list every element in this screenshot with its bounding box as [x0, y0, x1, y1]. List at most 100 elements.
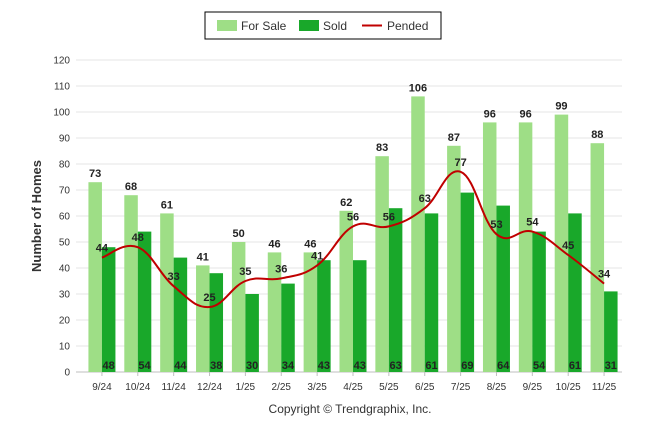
y-tick-label: 100: [53, 108, 70, 119]
x-tick-label: 3/25: [307, 382, 327, 393]
bar-sold: [424, 213, 439, 372]
label-sold: 63: [389, 360, 401, 372]
y-tick-label: 50: [59, 238, 71, 249]
label-pended: 45: [562, 240, 574, 252]
x-tick-label: 7/25: [451, 382, 471, 393]
label-sold: 69: [461, 360, 473, 372]
bar-for-sale: [482, 122, 497, 373]
label-sold: 43: [354, 360, 366, 372]
label-pended: 48: [132, 232, 144, 244]
label-sold: 64: [497, 360, 510, 372]
label-sold: 44: [174, 360, 187, 372]
label-pended: 41: [311, 250, 323, 262]
x-tick-label: 10/24: [125, 382, 150, 393]
label-sold: 43: [318, 360, 330, 372]
x-tick-label: 1/25: [236, 382, 256, 393]
y-tick-label: 30: [59, 290, 71, 301]
label-for-sale: 61: [161, 199, 173, 211]
label-pended: 53: [490, 219, 502, 231]
label-for-sale: 46: [268, 238, 280, 250]
label-for-sale: 87: [448, 132, 460, 144]
x-tick-label: 5/25: [379, 382, 399, 393]
y-tick-label: 80: [59, 160, 71, 171]
label-for-sale: 99: [555, 101, 567, 113]
bar-sold: [281, 283, 295, 372]
label-pended: 25: [203, 292, 215, 304]
label-pended: 77: [454, 157, 466, 169]
y-tick-label: 120: [53, 56, 70, 67]
bar-sold: [101, 247, 116, 372]
x-tick-label: 10/25: [556, 382, 581, 393]
pended-line: [101, 170, 605, 309]
x-tick-label: 9/24: [92, 382, 112, 393]
label-for-sale: 88: [591, 129, 603, 141]
label-pended: 36: [275, 263, 287, 275]
y-tick-label: 90: [59, 134, 71, 145]
label-pended: 35: [239, 266, 251, 278]
bar-for-sale: [196, 265, 210, 372]
bar-sold: [388, 208, 403, 372]
y-axis-label: Number of Homes: [29, 160, 44, 272]
label-pended: 56: [383, 211, 395, 223]
label-pended: 54: [526, 217, 539, 229]
bar-sold: [568, 213, 582, 372]
bar-for-sale: [375, 156, 389, 372]
label-sold: 38: [210, 360, 222, 372]
bar-for-sale: [231, 242, 246, 372]
bar-sold: [353, 260, 367, 372]
x-tick-label: 11/24: [162, 382, 187, 393]
label-sold: 54: [138, 360, 151, 372]
bar-for-sale: [447, 145, 461, 372]
label-for-sale: 96: [484, 108, 496, 120]
bar-for-sale: [590, 143, 605, 372]
y-tick-label: 10: [59, 342, 71, 353]
copyright-text: Copyright © Trendgraphix, Inc.: [269, 402, 432, 416]
y-axis-ticks: 0 10 20 30 40 50 60 70 80 90 100 110 120: [53, 56, 70, 379]
label-pended: 34: [598, 269, 611, 281]
legend: For Sale Sold Pended: [204, 11, 442, 40]
label-for-sale: 41: [197, 251, 209, 263]
bar-sold: [532, 231, 546, 372]
bar-sold: [604, 291, 618, 372]
bar-for-sale: [267, 252, 282, 372]
bar-for-sale: [124, 195, 138, 372]
y-tick-label: 20: [59, 316, 71, 327]
label-for-sale: 83: [376, 142, 388, 154]
label-for-sale: 50: [233, 228, 245, 240]
bar-sold: [317, 260, 331, 372]
label-sold: 48: [103, 360, 115, 372]
bar-sold: [496, 205, 510, 372]
x-tick-label: 12/24: [197, 382, 222, 393]
x-tick-label: 8/25: [487, 382, 507, 393]
bar-for-sale: [88, 182, 102, 372]
label-sold: 31: [605, 360, 617, 372]
label-pended: 33: [168, 271, 180, 283]
data-labels: 73 48 68 54 61 44 41 38 50 30 46 34 46 43 62 43 83 63 106 6…: [89, 82, 617, 372]
label-for-sale: 106: [409, 82, 427, 94]
bar-sold: [173, 257, 188, 372]
label-sold: 61: [569, 360, 581, 372]
label-pended: 63: [419, 193, 431, 205]
bar-for-sale: [518, 122, 533, 373]
bar-for-sale: [160, 213, 174, 372]
label-for-sale: 96: [519, 108, 531, 120]
bar-sold: [460, 192, 475, 372]
bar-for-sale: [411, 96, 425, 373]
legend-label-pended: Pended: [387, 19, 428, 33]
x-axis-ticks: 9/24 10/24 11/24 12/24 1/25 2/25 3/25 4/25 5/25 6…: [92, 372, 617, 393]
y-tick-label: 70: [59, 186, 71, 197]
pended-line-layer: [101, 170, 605, 309]
bar-sold: [245, 294, 259, 372]
label-pended: 44: [96, 243, 109, 255]
x-tick-label: 4/25: [343, 382, 363, 393]
bar-sold: [137, 231, 152, 372]
label-pended: 56: [347, 211, 359, 223]
bar-sold: [209, 273, 224, 372]
label-for-sale: 73: [89, 168, 101, 180]
x-tick-label: 9/25: [523, 382, 543, 393]
bar-for-sale: [554, 114, 569, 372]
label-sold: 30: [246, 360, 258, 372]
label-for-sale: 46: [304, 238, 316, 250]
label-sold: 54: [533, 360, 546, 372]
